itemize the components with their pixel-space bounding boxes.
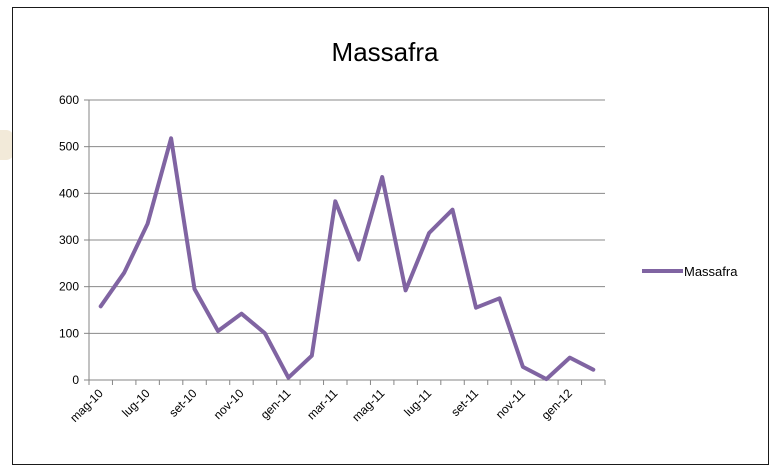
x-tick-label: nov-10 — [211, 386, 247, 422]
chart-title: Massafra — [332, 37, 439, 67]
y-tick-label: 100 — [59, 326, 79, 340]
y-tick-label: 300 — [59, 233, 79, 247]
x-tick-label: mar-11 — [304, 386, 340, 422]
x-tick-label: mag-11 — [349, 386, 387, 424]
x-tick-label: lug-10 — [119, 386, 153, 420]
y-tick-label: 200 — [59, 280, 79, 294]
x-tick-label: lug-11 — [401, 386, 434, 419]
x-tick-label: mag-10 — [67, 386, 106, 425]
y-tick-label: 400 — [59, 186, 79, 200]
x-tick-label: gen-12 — [539, 386, 576, 423]
legend-label: Massafra — [684, 264, 738, 279]
x-tick-label: gen-11 — [258, 386, 294, 422]
series-line — [98, 136, 596, 382]
legend: Massafra — [642, 264, 738, 279]
chart-frame — [12, 7, 769, 465]
x-tick-label: set-11 — [448, 386, 481, 419]
y-tick-label: 0 — [72, 373, 79, 387]
x-tick-label: set-10 — [166, 386, 200, 420]
x-tick-label: nov-11 — [493, 386, 528, 421]
y-tick-label: 600 — [59, 93, 79, 107]
y-tick-label: 500 — [59, 140, 79, 154]
background-decoration — [0, 130, 14, 160]
